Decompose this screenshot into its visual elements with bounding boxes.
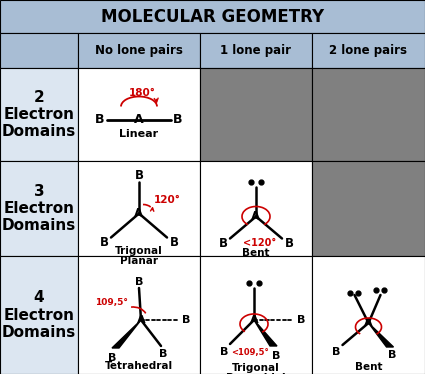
Text: 3
Electron
Domains: 3 Electron Domains xyxy=(2,184,76,233)
Text: B: B xyxy=(220,347,228,357)
Text: Trigonal: Trigonal xyxy=(232,363,280,373)
Text: B: B xyxy=(134,169,144,182)
Text: B: B xyxy=(173,113,183,126)
Bar xyxy=(0,0,425,33)
Text: B: B xyxy=(272,351,280,361)
Text: B: B xyxy=(332,347,341,357)
Text: <109,5°: <109,5° xyxy=(231,347,269,356)
Bar xyxy=(0,33,78,68)
Text: Bent: Bent xyxy=(242,248,270,258)
Text: A: A xyxy=(364,318,373,328)
Text: 1 lone pair: 1 lone pair xyxy=(221,44,292,57)
Text: Planar: Planar xyxy=(120,257,158,267)
Text: 2 lone pairs: 2 lone pairs xyxy=(329,44,408,57)
Text: A: A xyxy=(137,315,145,325)
Text: Bent: Bent xyxy=(355,362,382,372)
Bar xyxy=(78,68,200,161)
Text: 109,5°: 109,5° xyxy=(94,297,127,307)
Bar xyxy=(200,68,312,161)
Bar xyxy=(200,256,312,374)
Bar xyxy=(0,161,78,256)
Text: A: A xyxy=(249,315,258,325)
Text: B: B xyxy=(284,237,294,250)
Text: Tetrahedral: Tetrahedral xyxy=(105,361,173,371)
Text: A: A xyxy=(134,113,144,126)
Text: B: B xyxy=(388,350,397,360)
Text: B: B xyxy=(297,315,305,325)
Bar xyxy=(312,68,425,161)
Bar xyxy=(200,161,312,256)
Text: B: B xyxy=(170,236,178,249)
Text: B: B xyxy=(182,315,190,325)
Bar xyxy=(78,161,200,256)
Text: B: B xyxy=(135,277,143,287)
Text: No lone pairs: No lone pairs xyxy=(95,44,183,57)
Polygon shape xyxy=(112,320,141,348)
Polygon shape xyxy=(368,323,394,347)
Text: A: A xyxy=(134,207,144,220)
Text: Trigonal: Trigonal xyxy=(115,246,163,257)
Text: Pyramidal: Pyramidal xyxy=(226,373,286,374)
Text: A: A xyxy=(252,210,261,223)
Bar xyxy=(200,33,312,68)
Bar xyxy=(0,68,78,161)
Text: 120°: 120° xyxy=(153,194,181,205)
Text: B: B xyxy=(218,237,227,250)
Text: 180°: 180° xyxy=(128,88,156,98)
Text: B: B xyxy=(99,236,108,249)
Bar xyxy=(78,256,200,374)
Text: B: B xyxy=(95,113,105,126)
Text: <120°: <120° xyxy=(244,237,277,248)
Text: B: B xyxy=(108,353,116,363)
Bar xyxy=(0,256,78,374)
Text: B: B xyxy=(159,349,167,359)
Text: Linear: Linear xyxy=(119,129,159,138)
Polygon shape xyxy=(254,320,277,346)
Bar xyxy=(312,161,425,256)
Text: 4
Electron
Domains: 4 Electron Domains xyxy=(2,290,76,340)
Text: MOLECULAR GEOMETRY: MOLECULAR GEOMETRY xyxy=(101,7,324,25)
Text: 2
Electron
Domains: 2 Electron Domains xyxy=(2,90,76,140)
Bar xyxy=(78,33,200,68)
Bar xyxy=(312,256,425,374)
Bar xyxy=(312,33,425,68)
